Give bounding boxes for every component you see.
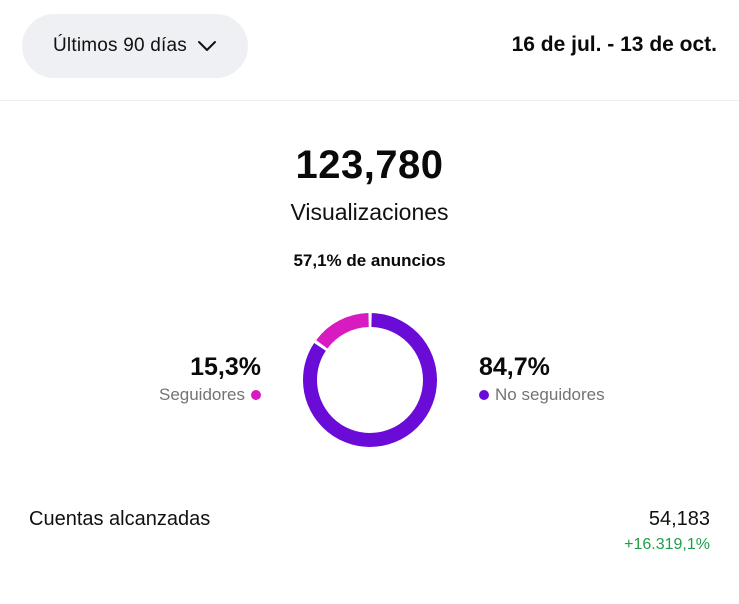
date-range-selector-label: Últimos 90 días: [53, 35, 187, 56]
accounts-reached-row[interactable]: Cuentas alcanzadas 54,183 +16.319,1%: [29, 508, 710, 554]
non-followers-percent: 84,7%: [479, 353, 550, 381]
date-range-text: 16 de jul. - 13 de oct.: [511, 33, 717, 56]
donut-segment-non-followers: [303, 313, 437, 447]
followers-percent: 15,3%: [190, 353, 261, 381]
accounts-reached-value: 54,183: [648, 508, 710, 530]
ads-share-note: 57,1% de anuncios: [293, 251, 446, 270]
non-followers-legend-label: No seguidores: [495, 385, 605, 404]
accounts-reached-label: Cuentas alcanzadas: [29, 508, 211, 530]
non-followers-stat: 84,7% No seguidores: [479, 352, 605, 405]
accounts-reached-change: +16.319,1%: [624, 536, 710, 553]
views-total: 123,780: [295, 143, 444, 187]
non-followers-color-dot: [479, 390, 489, 400]
views-label: Visualizaciones: [290, 199, 449, 225]
followers-legend: Seguidores: [159, 385, 261, 405]
followers-donut-chart: [303, 313, 437, 447]
followers-color-dot: [251, 390, 261, 400]
non-followers-legend: No seguidores: [479, 385, 605, 405]
accounts-reached-values: 54,183 +16.319,1%: [624, 508, 710, 554]
followers-stat: 15,3% Seguidores: [159, 352, 261, 405]
followers-legend-label: Seguidores: [158, 385, 245, 404]
top-bar: Últimos 90 días 16 de jul. - 13 de oct.: [0, 0, 739, 101]
chevron-down-icon: [197, 41, 216, 51]
date-range-selector[interactable]: Últimos 90 días: [22, 14, 248, 78]
